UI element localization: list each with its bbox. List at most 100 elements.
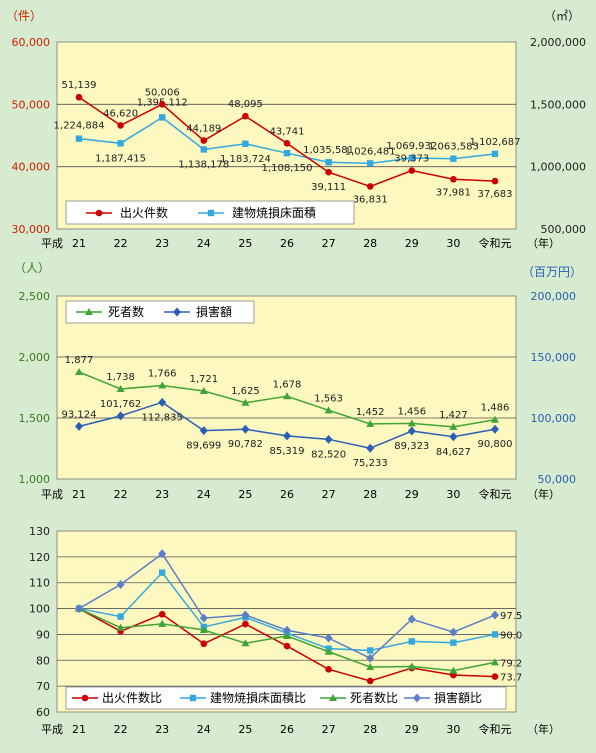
data-label: 1,721 xyxy=(189,374,218,385)
legend xyxy=(65,686,507,710)
data-point xyxy=(367,647,374,654)
data-point xyxy=(283,149,291,157)
x-tick-label: 29 xyxy=(405,723,419,736)
data-point xyxy=(283,642,291,650)
y-tick-label: 110 xyxy=(29,577,50,590)
data-label: 1,738 xyxy=(106,372,135,383)
chart-fires-area: （件） （㎡） 30,000 40,000 50,000 60,000 500,000 1,0… xyxy=(6,9,586,250)
data-label: 90,800 xyxy=(478,439,513,450)
x-tick-label: 25 xyxy=(238,237,252,250)
data-point xyxy=(75,135,83,142)
y-tick-label-right: 150,000 xyxy=(531,351,577,364)
x-tick-label: 23 xyxy=(155,237,169,250)
x-tick-label: 27 xyxy=(322,237,336,250)
data-label: 101,762 xyxy=(100,399,141,410)
x-tick-label: 22 xyxy=(114,723,128,736)
data-point xyxy=(283,392,291,400)
data-label: 1,625 xyxy=(231,386,260,397)
data-point xyxy=(366,419,375,427)
data-label: 39,111 xyxy=(311,182,346,193)
data-label: 93,124 xyxy=(62,409,97,420)
data-point xyxy=(116,580,125,590)
data-point xyxy=(200,640,208,648)
data-point xyxy=(200,146,207,153)
y-tick-label-left: 1,500 xyxy=(19,412,51,425)
data-point xyxy=(366,677,374,685)
data-point xyxy=(75,368,83,376)
y-tick-label: 100 xyxy=(29,603,50,616)
data-point xyxy=(199,626,208,634)
x-tick-label: 30 xyxy=(446,237,460,250)
data-label: 50,006 xyxy=(145,87,180,98)
data-label: 1,877 xyxy=(65,355,94,366)
x-tick-label: 28 xyxy=(363,237,377,250)
data-point xyxy=(116,384,125,392)
data-point xyxy=(366,443,375,453)
x-tick-label: 28 xyxy=(363,488,377,501)
x-tick-label: 令和元 xyxy=(479,722,512,736)
data-label: 44,189 xyxy=(186,124,221,135)
y-tick-label: 70 xyxy=(36,680,50,693)
data-point xyxy=(491,610,499,620)
y-tick-label-right: 200,000 xyxy=(531,290,577,303)
y-tick-label: 80 xyxy=(36,654,50,667)
data-point xyxy=(241,610,250,620)
end-label: 90.0 xyxy=(500,630,522,641)
data-point xyxy=(324,647,333,655)
data-point xyxy=(117,140,124,147)
data-point xyxy=(324,434,333,444)
y-tick-label-left: 2,500 xyxy=(19,290,51,303)
data-label: 1,069,932 xyxy=(386,141,437,152)
data-label: 1,108,150 xyxy=(262,163,313,174)
legend-label: 損害額 xyxy=(196,304,232,319)
legend-marker xyxy=(189,694,197,702)
x-tick-label: 22 xyxy=(114,488,128,501)
data-point xyxy=(199,426,208,436)
y-tick-label-right: 2,000,000 xyxy=(530,36,586,49)
x-tick-label: 21 xyxy=(72,488,86,501)
y-tick-label-right: 100,000 xyxy=(531,412,577,425)
data-label: 84,627 xyxy=(436,447,471,458)
data-label: 75,233 xyxy=(353,458,388,469)
y-tick-label-left: 2,000 xyxy=(19,351,51,364)
y-tick-label-left: 60,000 xyxy=(12,36,51,49)
data-label: 82,520 xyxy=(311,449,346,460)
data-label: 1,427 xyxy=(439,410,468,421)
y-tick-label-left: 1,000 xyxy=(19,473,51,486)
data-point xyxy=(450,175,457,183)
data-point xyxy=(283,631,291,639)
legend-label: 出火件数 xyxy=(120,205,168,220)
x-tick-label: 30 xyxy=(446,488,460,501)
legend-label: 死者数比 xyxy=(350,690,398,705)
data-label: 37,981 xyxy=(436,187,471,198)
data-point xyxy=(491,177,499,185)
data-point xyxy=(158,381,167,389)
x-tick-label: 30 xyxy=(446,723,460,736)
plot-area xyxy=(56,530,517,713)
data-point xyxy=(491,673,499,680)
data-point xyxy=(242,112,249,120)
data-point xyxy=(241,424,250,434)
x-tick-label: 27 xyxy=(322,488,336,501)
y-tick-label-right: 1,500,000 xyxy=(530,98,586,111)
chart-deaths-damage: （人） （百万円） 1,000 1,500 2,000 2,500 50,000 100,00… xyxy=(14,261,582,501)
data-point xyxy=(75,421,83,431)
x-tick-label: 26 xyxy=(280,723,294,736)
data-label: 1,452 xyxy=(356,407,385,418)
data-label: 112,835 xyxy=(142,412,183,423)
data-label: 43,741 xyxy=(270,126,305,137)
data-label: 46,620 xyxy=(103,108,138,119)
data-point xyxy=(159,114,166,121)
data-point xyxy=(449,432,458,442)
x-tick-label: 令和元 xyxy=(479,236,512,250)
y-axis-label-right: （㎡） xyxy=(544,9,580,23)
data-point xyxy=(158,610,166,618)
x-tick-label: 21 xyxy=(72,237,86,250)
data-point xyxy=(117,122,124,129)
data-point xyxy=(325,159,332,166)
data-label: 51,139 xyxy=(62,80,97,91)
x-tick-label: 26 xyxy=(280,488,294,501)
x-tick-label: 25 xyxy=(238,723,252,736)
data-point xyxy=(449,666,458,674)
data-point xyxy=(407,662,416,670)
